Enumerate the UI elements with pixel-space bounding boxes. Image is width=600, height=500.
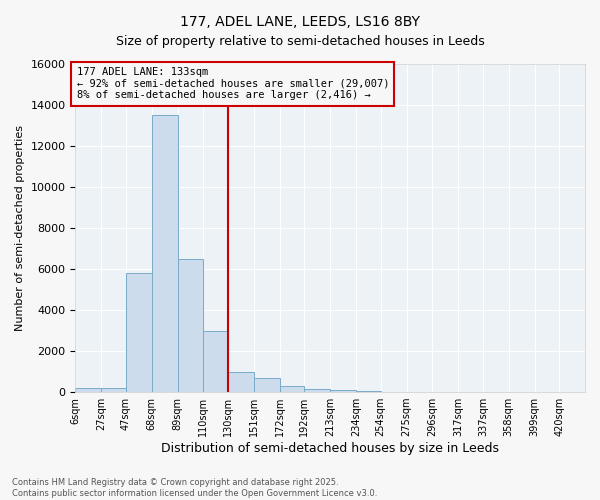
Bar	[356, 391, 380, 392]
Bar	[254, 378, 280, 392]
Bar	[126, 273, 152, 392]
Bar	[76, 388, 101, 392]
X-axis label: Distribution of semi-detached houses by size in Leeds: Distribution of semi-detached houses by …	[161, 442, 499, 455]
Bar	[330, 390, 356, 392]
Text: Size of property relative to semi-detached houses in Leeds: Size of property relative to semi-detach…	[116, 35, 484, 48]
Bar	[101, 388, 126, 392]
Text: 177 ADEL LANE: 133sqm
← 92% of semi-detached houses are smaller (29,007)
8% of s: 177 ADEL LANE: 133sqm ← 92% of semi-deta…	[77, 68, 389, 100]
Bar	[152, 116, 178, 392]
Text: Contains HM Land Registry data © Crown copyright and database right 2025.
Contai: Contains HM Land Registry data © Crown c…	[12, 478, 377, 498]
Bar	[228, 372, 254, 392]
Y-axis label: Number of semi-detached properties: Number of semi-detached properties	[15, 125, 25, 331]
Text: 177, ADEL LANE, LEEDS, LS16 8BY: 177, ADEL LANE, LEEDS, LS16 8BY	[180, 15, 420, 29]
Bar	[304, 389, 330, 392]
Bar	[203, 330, 228, 392]
Bar	[280, 386, 304, 392]
Bar	[178, 259, 203, 392]
